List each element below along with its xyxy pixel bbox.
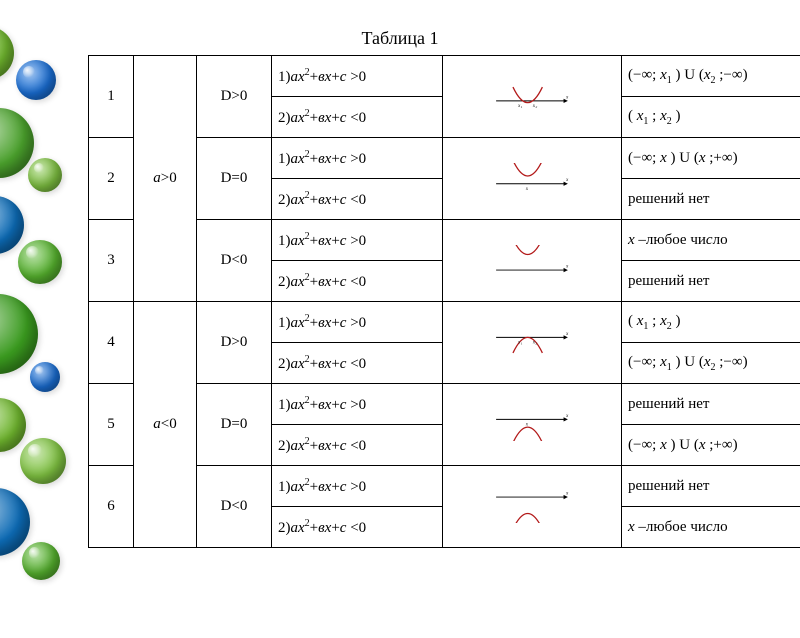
parabola-graph: x [443, 491, 621, 523]
cell: 1)ax2+вх+с >0 [272, 138, 443, 179]
cell: 5 [89, 384, 134, 466]
parabola-graph: xx1x2 [443, 327, 621, 359]
cell: xx1x2 [443, 302, 622, 384]
decorative-bubbles [0, 18, 100, 638]
cell: 2)ax2+вх+с <0 [272, 425, 443, 466]
cell: 2)ax2+вх+с <0 [272, 179, 443, 220]
parabola-graph: xx [443, 163, 621, 195]
svg-text:x: x [565, 331, 569, 336]
cell: (−∞; x1 ) U (x2 ;−∞) [622, 343, 800, 384]
cell: 1)ax2+вх+с >0 [272, 466, 443, 507]
svg-text:x: x [565, 95, 569, 100]
cell: x –любое число [622, 507, 800, 548]
cell: (−∞; x ) U (x ;+∞) [622, 425, 800, 466]
cell: D>0 [197, 56, 272, 138]
cell: (−∞; x1 ) U (x2 ;−∞) [622, 56, 800, 97]
cell: ( x1 ; x2 ) [622, 302, 800, 343]
svg-text:x: x [565, 491, 569, 496]
parabola-graph: xx [443, 409, 621, 441]
cell: ( x1 ; x2 ) [622, 97, 800, 138]
cell: D<0 [197, 220, 272, 302]
cell: 1)ax2+вх+с >0 [272, 302, 443, 343]
svg-text:x: x [525, 186, 529, 191]
cell: 2 [89, 138, 134, 220]
cell: 6 [89, 466, 134, 548]
cell: D>0 [197, 302, 272, 384]
cell: xx [443, 138, 622, 220]
cell: 1)ax2+вх+с >0 [272, 220, 443, 261]
cell: D<0 [197, 466, 272, 548]
svg-text:x: x [565, 264, 569, 269]
svg-text:1: 1 [521, 341, 523, 345]
svg-text:1: 1 [521, 105, 523, 109]
svg-text:2: 2 [535, 105, 537, 109]
cell: решений нет [622, 466, 800, 507]
cell: x [443, 220, 622, 302]
cell: решений нет [622, 261, 800, 302]
cell: решений нет [622, 179, 800, 220]
cell: xx1x2 [443, 56, 622, 138]
cell: 2)ax2+вх+с <0 [272, 97, 443, 138]
cell: D=0 [197, 138, 272, 220]
cell: x –любое число [622, 220, 800, 261]
svg-text:x: x [565, 178, 569, 183]
cell: решений нет [622, 384, 800, 425]
parabola-graph: xx1x2 [443, 81, 621, 113]
cell: a>0 [134, 56, 197, 302]
quadratic-inequality-table: 1a>0D>01)ax2+вх+с >0xx1x2(−∞; x1 ) U (x2… [88, 55, 800, 548]
cell: (−∞; x ) U (x ;+∞) [622, 138, 800, 179]
cell: 3 [89, 220, 134, 302]
cell: D=0 [197, 384, 272, 466]
svg-text:2: 2 [535, 341, 537, 345]
cell: 4 [89, 302, 134, 384]
cell: 2)ax2+вх+с <0 [272, 261, 443, 302]
table-title: Таблица 1 [0, 28, 800, 49]
cell: a<0 [134, 302, 197, 548]
cell: xx [443, 384, 622, 466]
cell: 1)ax2+вх+с >0 [272, 384, 443, 425]
cell: 1)ax2+вх+с >0 [272, 56, 443, 97]
svg-text:x: x [565, 413, 569, 418]
cell: x [443, 466, 622, 548]
cell: 2)ax2+вх+с <0 [272, 343, 443, 384]
cell: 2)ax2+вх+с <0 [272, 507, 443, 548]
parabola-graph: x [443, 245, 621, 277]
cell: 1 [89, 56, 134, 138]
